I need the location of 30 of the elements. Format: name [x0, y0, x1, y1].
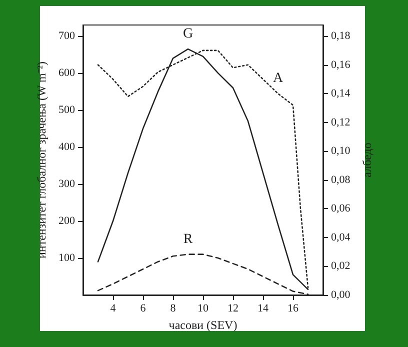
y2-tick-label: 0,06 [331, 202, 351, 215]
series-label: A [272, 71, 284, 86]
series-label: G [182, 26, 194, 42]
y2-tick-label: 0,12 [331, 116, 350, 128]
x-tick-label: 6 [140, 302, 146, 314]
y2-tick-label: 0,18 [331, 30, 351, 42]
series-label: R [183, 232, 194, 247]
y2-tick-label: 0,08 [331, 174, 351, 186]
x-tick-label: 16 [288, 302, 299, 314]
x-tick-label: 4 [110, 302, 116, 314]
x-axis-title: часови (SEV) [168, 318, 238, 332]
x-tick-label: 14 [258, 302, 269, 314]
y2-tick-label: 0,00 [331, 289, 351, 301]
y-axis-title: интензитет глобалног зрачења (W m⁻²) [34, 62, 49, 258]
y2-axis-title: албедо [360, 142, 374, 178]
y2-tick-label: 0,02 [331, 260, 350, 272]
y2-tick-label: 0,10 [331, 145, 351, 158]
x-tick-label: 12 [228, 302, 238, 314]
x-tick-label: 10 [198, 302, 209, 314]
y2-tick-label: 0,04 [331, 231, 351, 244]
y-tick-label: 600 [58, 67, 76, 80]
y-tick-label: 700 [58, 30, 76, 42]
x-tick-label: 8 [170, 302, 176, 314]
y-tick-label: 300 [58, 178, 76, 190]
y-tick-label: 400 [58, 141, 76, 154]
y2-tick-label: 0,16 [331, 58, 351, 71]
y-tick-label: 200 [58, 215, 76, 228]
y2-tick-label: 0,14 [331, 88, 351, 100]
y-tick-label: 100 [58, 252, 76, 264]
y-tick-label: 500 [58, 104, 76, 116]
